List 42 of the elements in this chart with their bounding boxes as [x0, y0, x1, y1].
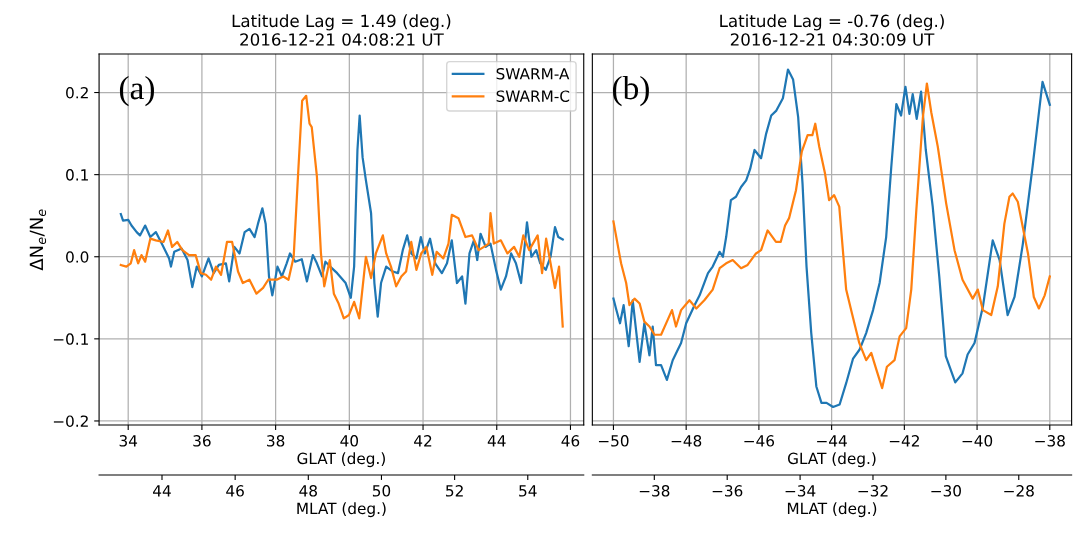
x2-tick-label: 48	[299, 485, 317, 497]
x2-tick-label: −32	[858, 485, 888, 497]
x-tick-label: −42	[889, 435, 919, 447]
x2-tick-label: 44	[153, 485, 171, 497]
x2-axis-title: MLAT (deg.)	[297, 502, 386, 518]
x2-tick-label: 52	[446, 485, 463, 497]
x-tick-label: 38	[267, 435, 285, 447]
x-tick-label: 46	[561, 435, 580, 447]
chart-title: Latitude Lag = -0.76 (deg.) 2016-12-21 04:30:09 UT	[720, 14, 944, 46]
x-tick-label: −48	[671, 435, 702, 447]
x2-axis-title: MLAT (deg.)	[787, 502, 877, 518]
x2-tick-label: −36	[712, 485, 743, 497]
y-tick-label: 0.1	[66, 169, 88, 181]
x-tick-label: 44	[487, 435, 506, 447]
x-axis-title: GLAT (deg.)	[297, 452, 385, 468]
annotation: (b)	[612, 75, 649, 107]
x2-tick-label: −38	[639, 485, 670, 497]
y-axis-title: ΔN$_{e}$/N$_{e}$	[29, 209, 47, 271]
chart-title: Latitude Lag = 1.49 (deg.) 2016-12-21 04:08:21 UT	[232, 14, 451, 46]
x-tick-label: 34	[119, 435, 138, 447]
y-tick-label: −0.2	[53, 415, 88, 427]
y-tick-label: −0.1	[53, 333, 88, 345]
x2-tick-label: −34	[785, 485, 816, 497]
x2-tick-label: −28	[1004, 485, 1034, 497]
x-tick-label: −40	[962, 435, 993, 447]
x-tick-label: −46	[744, 435, 775, 447]
x-tick-label: 40	[340, 435, 359, 447]
x2-tick-label: 54	[519, 485, 537, 497]
legend-label: SWARM-C	[496, 90, 570, 102]
x2-tick-label: −30	[931, 485, 961, 497]
y-tick-label: 0.0	[66, 251, 89, 263]
legend-label: SWARM-A	[496, 67, 570, 80]
x-tick-label: 36	[193, 435, 211, 447]
x-tick-label: −44	[817, 435, 847, 447]
x-tick-label: −50	[598, 435, 629, 447]
annotation: (a)	[119, 75, 154, 107]
x-axis-title: GLAT (deg.)	[787, 452, 876, 468]
x-tick-label: −38	[1035, 435, 1065, 447]
x2-tick-label: 46	[226, 485, 244, 497]
x2-tick-label: 50	[372, 485, 391, 497]
x-tick-label: 42	[414, 435, 432, 447]
y-tick-label: 0.2	[66, 86, 88, 99]
